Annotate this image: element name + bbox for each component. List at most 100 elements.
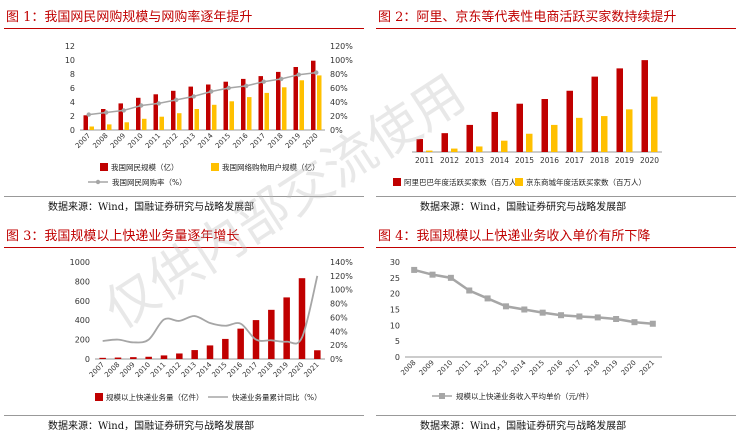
y2-tick-label: 80% <box>330 300 348 309</box>
bar <box>616 68 623 152</box>
y2-tick-label: 60% <box>330 313 348 322</box>
x-tick-label: 2011 <box>144 132 162 150</box>
x-tick-label: 2007 <box>74 132 92 150</box>
y-tick-label: 0 <box>70 126 75 135</box>
y2-tick-label: 60% <box>330 84 348 93</box>
legend-label: 规模以上快递业务收入平均单价（元/件） <box>456 391 594 401</box>
bar <box>247 97 252 130</box>
x-tick-label: 2017 <box>565 359 583 377</box>
chart-title: 图 1：我国网民网购规模与网购率逐年提升 <box>6 10 253 25</box>
bar <box>314 350 321 359</box>
series-line <box>88 71 317 116</box>
bar <box>136 97 141 130</box>
line-point <box>279 76 284 82</box>
x-tick-label: 2016 <box>546 358 565 377</box>
line-point <box>244 83 249 89</box>
bar <box>426 150 433 152</box>
x-tick-label: 2018 <box>583 359 601 377</box>
x-tick-label: 2011 <box>149 361 167 379</box>
y-tick-label: 600 <box>75 297 90 306</box>
y-tick-label: 6 <box>70 84 75 93</box>
chart-title: 图 3：我国规模以上快递业务量逐年增长 <box>6 229 240 244</box>
x-tick-label: 2018 <box>256 361 274 379</box>
y-tick-label: 15 <box>390 306 400 315</box>
line-point <box>314 70 319 75</box>
bar <box>268 309 275 359</box>
bar <box>153 94 158 130</box>
x-tick-label: 2020 <box>640 156 659 165</box>
line-point <box>502 303 509 310</box>
legend-label: 规模以上快递业务量（亿件） <box>106 392 204 402</box>
x-tick-label: 2013 <box>491 359 509 377</box>
line-point <box>558 312 565 319</box>
bar <box>191 350 198 359</box>
bar <box>206 84 211 130</box>
bar <box>159 116 164 130</box>
bar <box>476 146 483 152</box>
x-tick-label: 2010 <box>436 359 454 377</box>
y2-tick-label: 120% <box>330 42 353 51</box>
legend-label: 我国网络购物用户规模（亿） <box>222 162 320 172</box>
x-tick-label: 2021 <box>302 361 320 379</box>
bar <box>501 140 508 152</box>
bar <box>526 133 533 152</box>
line-point <box>429 271 436 278</box>
bar <box>299 80 304 130</box>
line-point <box>174 97 179 103</box>
series-line <box>102 275 319 345</box>
line-point <box>209 89 214 94</box>
y-tick-label: 4 <box>70 98 75 107</box>
x-tick-label: 2009 <box>109 132 127 150</box>
y-tick-label: 2 <box>70 112 75 121</box>
x-tick-label: 2020 <box>620 359 638 377</box>
source-note: 数据来源：Wind，国融证券研究与战略发展部 <box>48 202 255 213</box>
x-tick-label: 2021 <box>638 359 656 377</box>
y2-tick-label: 120% <box>330 272 353 281</box>
bar <box>145 356 152 359</box>
title-rule <box>4 247 364 248</box>
x-tick-label: 2018 <box>590 156 609 165</box>
bar <box>114 357 122 359</box>
bar <box>101 109 106 130</box>
source-rule <box>376 196 736 197</box>
bar <box>237 328 244 359</box>
legend-label: 我国网民网购率（%） <box>112 177 187 187</box>
bar <box>416 139 423 152</box>
x-tick-label: 2012 <box>164 361 182 379</box>
bar <box>83 115 88 130</box>
line-point <box>296 72 301 77</box>
chart-panel-3: 图 3：我国规模以上快递业务量逐年增长 0 200 400 600 800 1000 0% 2… <box>0 219 368 438</box>
source-note: 数据来源：Wind，国融证券研究与战略发展部 <box>420 202 627 213</box>
legend-label: 我国网民规模（亿） <box>111 162 179 172</box>
y-tick-label: 20 <box>390 290 400 299</box>
x-tick-label: 2014 <box>196 131 215 150</box>
x-tick-label: 2010 <box>134 361 152 379</box>
chart-panel-1: 图 1：我国网民网购规模与网购率逐年提升 0 2 4 6 8 10 12 0% 20% 40% 60… <box>0 0 368 219</box>
source-note: 数据来源：Wind，国融证券研究与战略发展部 <box>420 421 627 432</box>
title-rule <box>4 28 364 29</box>
y2-tick-label: 80% <box>330 70 348 79</box>
x-tick-label: 2016 <box>540 156 559 165</box>
line-point <box>521 306 528 313</box>
line-point <box>447 274 454 281</box>
legend-label: 阿里巴巴年度活跃买家数（百万人） <box>404 177 524 187</box>
bar <box>258 76 263 130</box>
bar <box>276 71 281 130</box>
y2-tick-label: 0% <box>330 126 343 135</box>
bar <box>566 90 573 152</box>
x-tick-label: 2016 <box>231 131 250 150</box>
bar <box>283 297 290 359</box>
y-tick-label: 10 <box>390 321 400 330</box>
line-point <box>594 314 601 321</box>
line-point <box>484 295 491 302</box>
y-tick-label: 800 <box>75 277 90 286</box>
x-tick-label: 2007 <box>88 361 106 379</box>
line-point <box>613 316 620 322</box>
bar <box>466 124 473 152</box>
bar <box>311 60 316 131</box>
bar <box>130 357 137 359</box>
chart-2-svg: 2011 2012 2013 2014 2015 2016 2017 2018 2019 2020… <box>393 60 662 187</box>
line-point <box>191 94 196 99</box>
source-rule <box>4 196 364 197</box>
bar <box>229 101 234 130</box>
